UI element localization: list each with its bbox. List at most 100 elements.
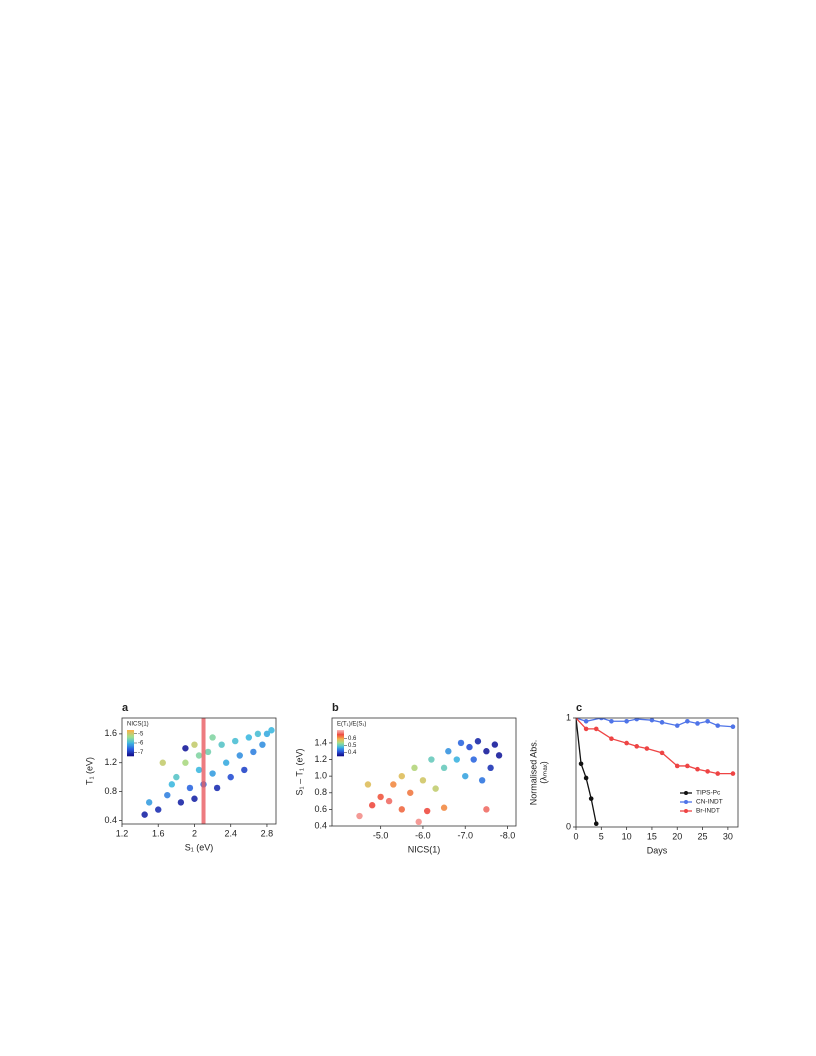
point [730,724,736,730]
point [177,799,185,806]
point [398,772,405,780]
colorbar-cell [337,753,344,755]
x-tick-label: 20 [672,831,682,841]
point [419,777,427,784]
colorbar-cell [337,741,344,744]
plot-area [141,718,275,824]
x-tick-label: 2.4 [224,828,237,838]
point [695,766,700,772]
colorbar-cell [127,731,134,733]
x-tick-label: 5 [599,831,604,841]
point [576,718,579,721]
point [599,718,604,721]
point [141,811,148,818]
point [204,748,212,756]
colorbar-cell [127,754,134,757]
point [173,773,180,781]
y-tick-label: 1.0 [314,771,327,781]
point [715,723,721,728]
colorbar-cell [127,732,134,735]
y-tick-label: 0.4 [104,815,117,825]
point [659,750,665,756]
x-tick-label: 25 [698,831,708,841]
colorbar-tick-label: 0.4 [348,750,357,756]
point [164,791,171,799]
point [213,784,221,792]
legend-label: Br-INDT [696,808,720,815]
point [236,752,243,759]
point [634,744,640,749]
plot-frame [331,717,517,827]
point [705,718,710,724]
point [186,784,194,792]
point [241,766,248,774]
point [182,745,189,752]
panel-label: b [332,702,339,714]
point [428,756,435,763]
colorbar-tick-label: 0.5 [348,743,357,749]
colorbar-cell [337,749,344,752]
y-axis-label: Normalised Abs. [528,740,538,806]
plot-area [356,738,503,826]
point [495,752,503,759]
x-tick-label: 30 [723,831,733,841]
point [609,718,614,724]
point [368,802,376,809]
colorbar-cell [337,731,344,733]
point [222,759,230,766]
x-tick-label: 2 [192,828,197,838]
colorbar-cell [127,745,134,748]
y-tick-label: 0.8 [314,787,327,797]
point [195,752,203,759]
point [227,773,234,781]
x-tick-label: 0 [573,831,578,841]
point [385,797,393,805]
point [674,723,680,728]
point [423,807,431,815]
point [624,718,629,724]
colorbar-cell [337,732,344,735]
y-tick-label: 0 [566,821,571,831]
y-tick-label: 1.6 [104,728,117,738]
point [145,799,153,806]
point [457,739,465,747]
point [491,741,499,748]
colorbar-cell [337,745,344,748]
point [415,818,422,826]
colorbar-cell [337,744,344,746]
point [407,789,414,796]
colorbar-cell [127,737,134,740]
point [462,772,469,780]
point [411,764,418,772]
point [398,806,405,813]
point [377,793,384,801]
y-tick-label: 1 [566,712,571,722]
colorbar-cell [127,750,134,753]
point [583,726,589,732]
y-tick-label: 0.8 [104,786,117,796]
colorbar-title: NICS(1) [127,722,149,728]
point [674,763,680,769]
point [356,812,363,820]
x-tick-label: 2.8 [261,828,274,838]
y-axis-label: S₁ – T₁ (eV) [294,749,304,796]
colorbar-cell [337,737,344,740]
point [695,721,700,726]
colorbar-cell [337,739,344,741]
highlight-band [201,718,206,824]
point [705,769,710,774]
point [168,781,176,788]
point [259,741,266,748]
point [474,738,482,745]
colorbar-cell [127,733,134,736]
point [583,718,589,724]
colorbar-tick-label: 0.6 [348,736,357,742]
legend-label: TIPS-Pc [696,790,721,797]
point [483,748,490,755]
point [440,764,448,772]
point [245,734,253,741]
point [483,806,490,813]
point [191,741,198,748]
point [390,781,397,788]
point [478,777,486,784]
